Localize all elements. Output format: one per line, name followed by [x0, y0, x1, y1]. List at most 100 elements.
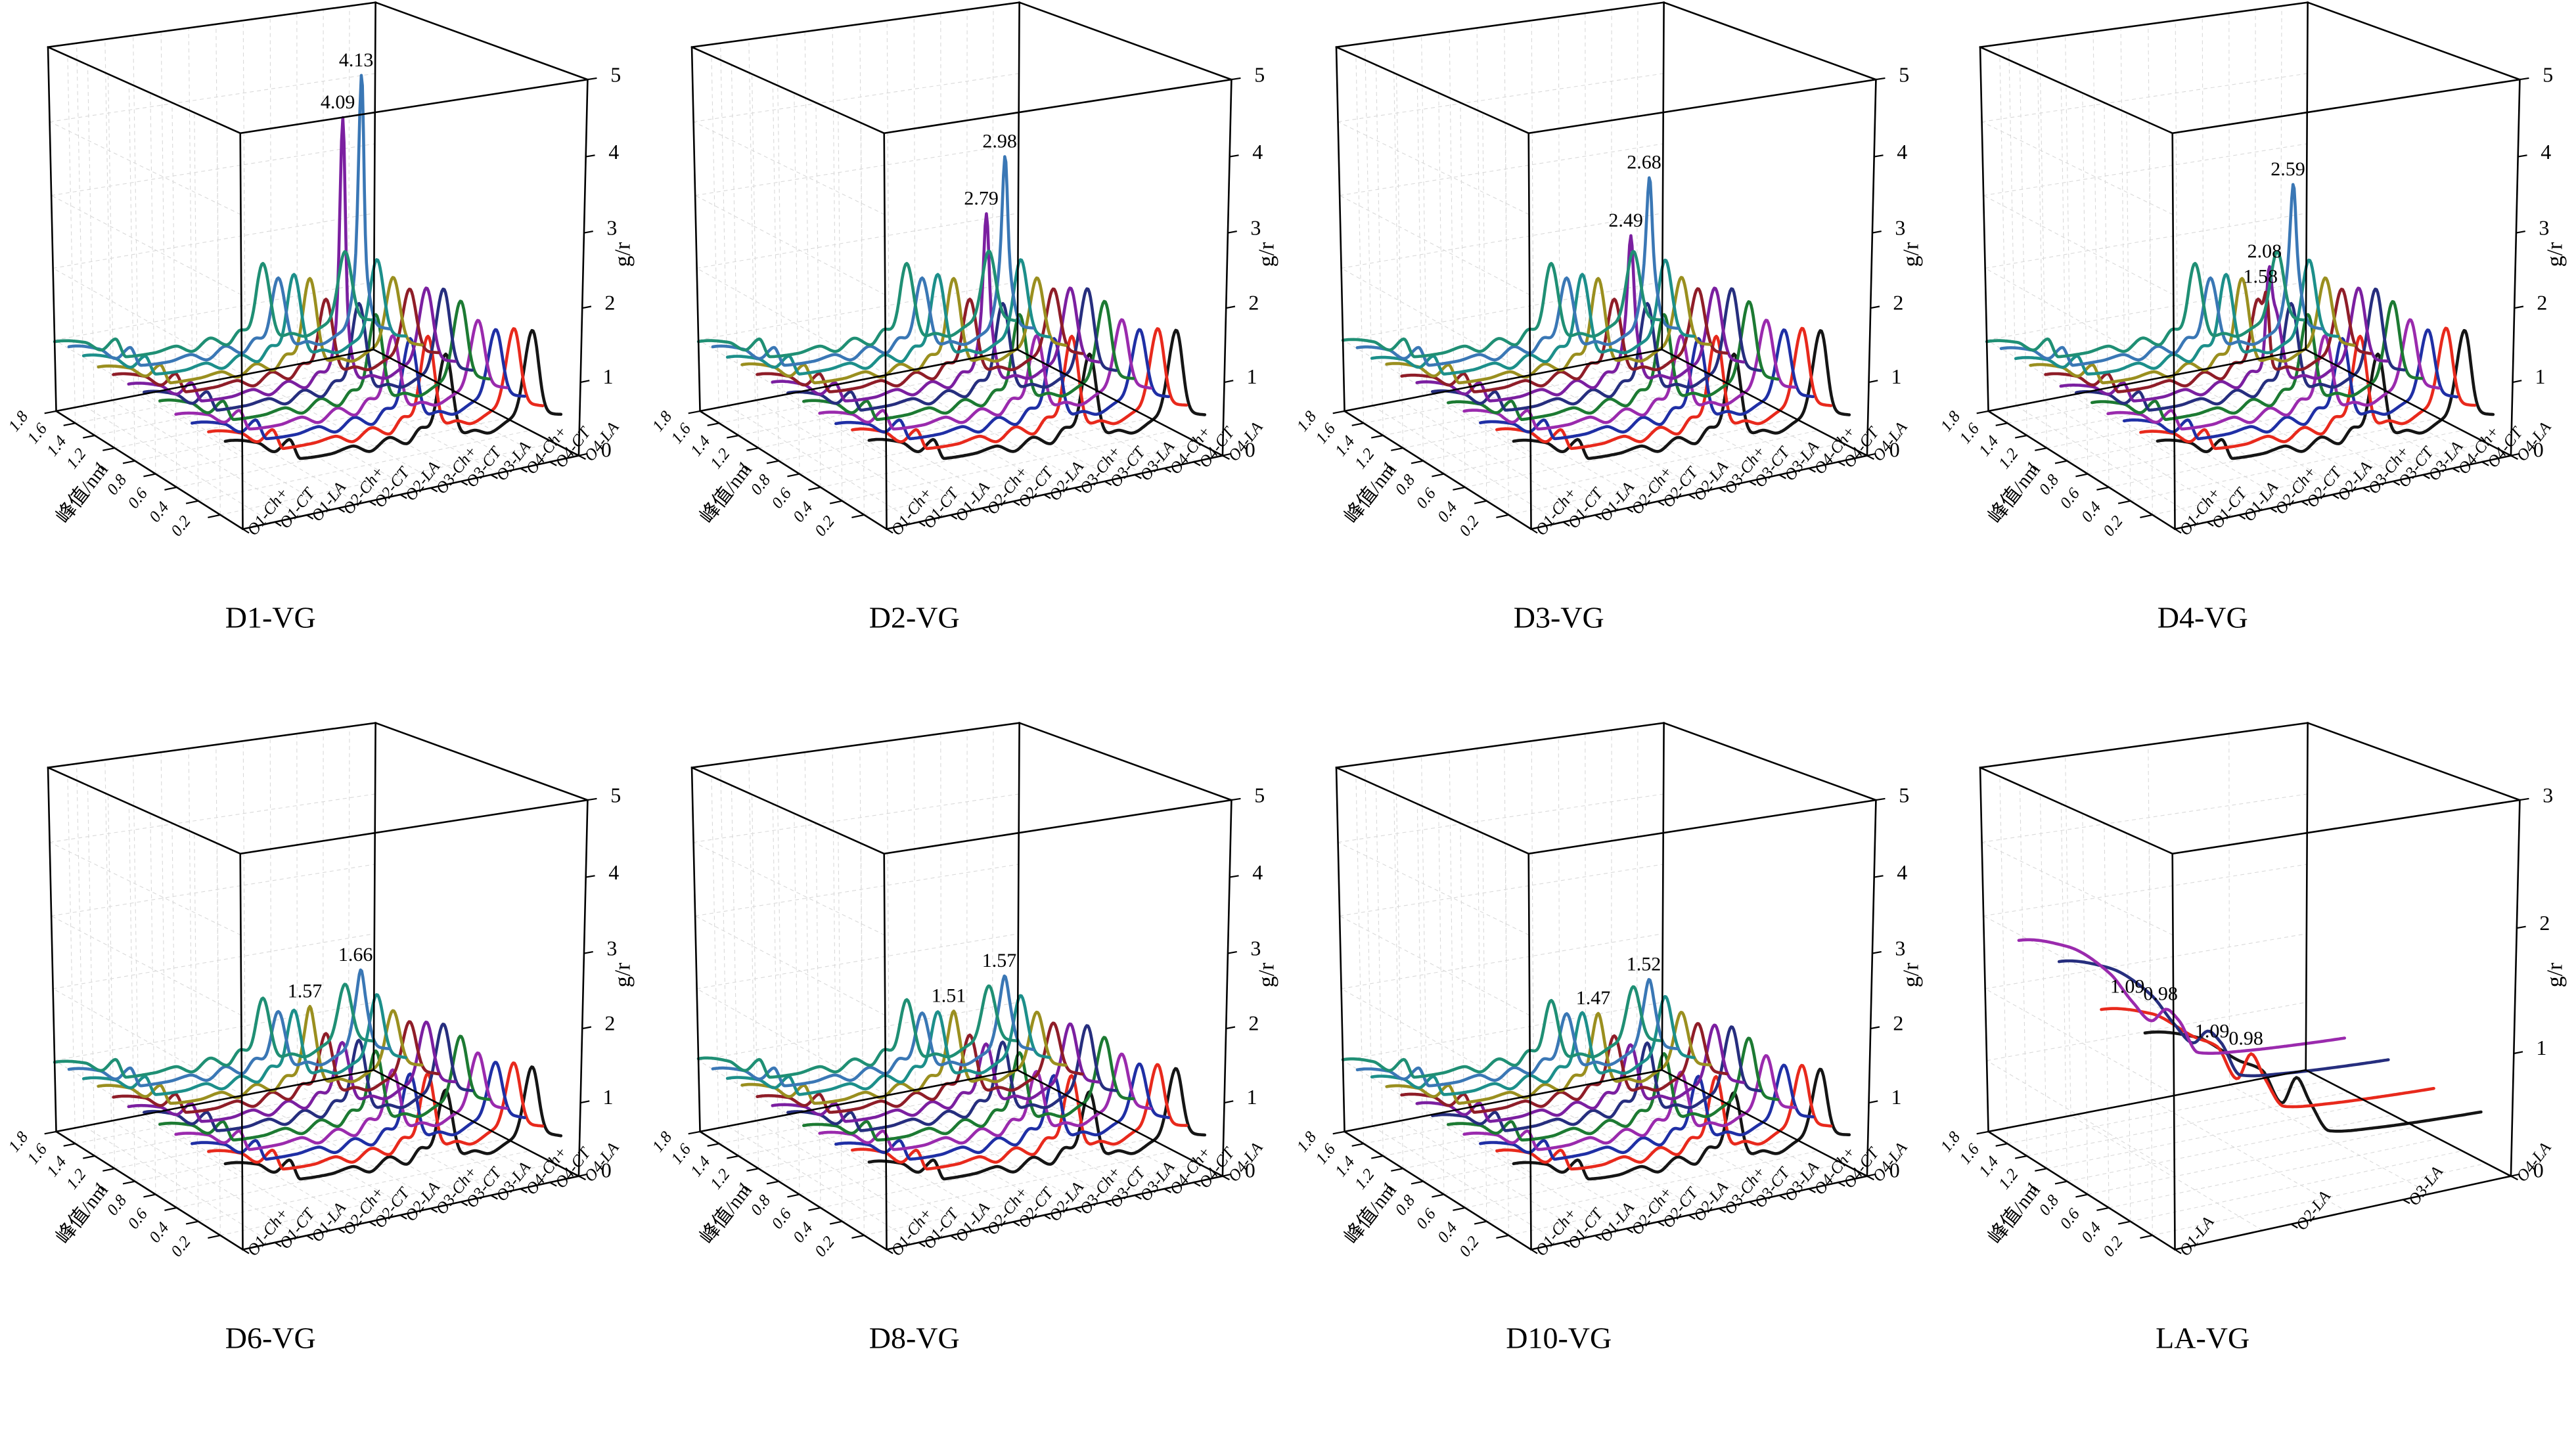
svg-text:1: 1 — [1891, 1085, 1901, 1109]
svg-text:0.2: 0.2 — [1456, 512, 1483, 539]
svg-text:0.4: 0.4 — [1434, 499, 1461, 525]
svg-text:3: 3 — [2542, 784, 2553, 807]
svg-text:1.58: 1.58 — [2243, 266, 2278, 288]
svg-text:1: 1 — [1247, 365, 1257, 388]
svg-text:D1-VG: D1-VG — [225, 601, 316, 634]
svg-text:0: 0 — [601, 1158, 612, 1182]
svg-text:5: 5 — [610, 784, 621, 807]
svg-text:1.6: 1.6 — [24, 420, 51, 447]
svg-text:1: 1 — [2535, 365, 2545, 388]
svg-text:2: 2 — [604, 1011, 615, 1035]
svg-text:0.6: 0.6 — [769, 485, 796, 512]
svg-text:1.4: 1.4 — [1332, 433, 1359, 460]
svg-text:5: 5 — [1899, 63, 1909, 87]
svg-text:g/r: g/r — [1255, 962, 1279, 987]
svg-text:2.08: 2.08 — [2247, 240, 2282, 262]
svg-text:1: 1 — [2536, 1036, 2546, 1059]
svg-text:0.2: 0.2 — [2100, 1233, 2127, 1260]
svg-text:峰值/nm: 峰值/nm — [52, 459, 112, 527]
svg-text:0.2: 0.2 — [168, 512, 194, 539]
svg-text:1.6: 1.6 — [1956, 1140, 1983, 1168]
svg-text:2: 2 — [2537, 291, 2547, 315]
svg-text:0.6: 0.6 — [1412, 485, 1439, 512]
svg-text:3: 3 — [606, 215, 617, 239]
svg-text:0.4: 0.4 — [146, 499, 173, 525]
svg-text:0.6: 0.6 — [769, 1205, 796, 1233]
svg-text:3: 3 — [2539, 215, 2549, 239]
svg-text:g/r: g/r — [2542, 962, 2567, 987]
svg-text:2.79: 2.79 — [964, 187, 999, 209]
svg-text:1.09: 1.09 — [2195, 1020, 2230, 1042]
svg-text:峰值/nm: 峰值/nm — [1984, 459, 2045, 527]
svg-text:0.4: 0.4 — [2078, 499, 2105, 525]
svg-text:1.66: 1.66 — [338, 944, 373, 965]
svg-text:D3-VG: D3-VG — [1513, 601, 1604, 634]
svg-text:0.6: 0.6 — [1412, 1205, 1439, 1233]
svg-text:5: 5 — [2542, 63, 2553, 87]
svg-text:2: 2 — [1249, 291, 1259, 315]
svg-text:2: 2 — [1893, 291, 1903, 315]
svg-text:D8-VG: D8-VG — [869, 1321, 960, 1355]
svg-text:峰值/nm: 峰值/nm — [52, 1180, 112, 1248]
svg-text:0.4: 0.4 — [146, 1219, 173, 1246]
svg-text:g/r: g/r — [611, 962, 635, 987]
svg-text:0: 0 — [601, 437, 612, 461]
svg-text:1.6: 1.6 — [668, 1140, 695, 1168]
svg-text:1: 1 — [603, 365, 614, 388]
svg-text:1.51: 1.51 — [932, 985, 966, 1006]
svg-text:0.2: 0.2 — [811, 512, 838, 539]
svg-text:g/r: g/r — [1899, 242, 1923, 267]
svg-text:峰值/nm: 峰值/nm — [1340, 459, 1401, 527]
svg-text:1.4: 1.4 — [43, 1153, 70, 1180]
svg-text:0: 0 — [1889, 437, 1899, 461]
svg-text:1.57: 1.57 — [288, 980, 323, 1002]
svg-text:0.4: 0.4 — [1434, 1219, 1461, 1246]
svg-text:0: 0 — [1245, 1158, 1255, 1182]
svg-text:1.4: 1.4 — [43, 433, 70, 460]
svg-text:1.57: 1.57 — [982, 950, 1017, 971]
svg-text:1: 1 — [1891, 365, 1901, 388]
svg-text:0.4: 0.4 — [2078, 1219, 2105, 1246]
svg-text:g/r: g/r — [2542, 242, 2567, 267]
svg-text:1.2: 1.2 — [1351, 445, 1378, 472]
svg-text:0.2: 0.2 — [2100, 512, 2127, 539]
svg-text:1.2: 1.2 — [1995, 1166, 2022, 1193]
svg-text:1.47: 1.47 — [1575, 987, 1610, 1009]
svg-text:4: 4 — [608, 860, 619, 884]
svg-text:1.6: 1.6 — [668, 420, 695, 447]
svg-text:1: 1 — [1247, 1085, 1257, 1109]
svg-text:1.09: 1.09 — [2110, 976, 2145, 998]
svg-text:2: 2 — [2539, 911, 2550, 935]
svg-text:0.2: 0.2 — [811, 1233, 838, 1260]
svg-text:1.52: 1.52 — [1626, 953, 1661, 975]
svg-text:1.6: 1.6 — [1312, 420, 1339, 447]
svg-text:O1-LA: O1-LA — [2176, 1213, 2218, 1260]
svg-text:D6-VG: D6-VG — [225, 1321, 316, 1355]
svg-text:4: 4 — [1252, 860, 1263, 884]
svg-text:1.2: 1.2 — [707, 445, 734, 472]
svg-text:5: 5 — [1254, 63, 1265, 87]
svg-text:3: 3 — [1251, 215, 1261, 239]
svg-text:g/r: g/r — [611, 242, 635, 267]
svg-text:3: 3 — [1895, 936, 1905, 960]
svg-text:0: 0 — [1889, 1158, 1899, 1182]
svg-text:5: 5 — [1254, 784, 1265, 807]
svg-text:4.13: 4.13 — [339, 49, 374, 71]
svg-text:1.2: 1.2 — [1351, 1166, 1378, 1193]
svg-text:0.2: 0.2 — [168, 1233, 194, 1260]
svg-text:5: 5 — [610, 63, 621, 87]
svg-text:0: 0 — [2533, 1158, 2543, 1182]
svg-text:1.2: 1.2 — [63, 1166, 90, 1193]
svg-text:4: 4 — [1897, 860, 1907, 884]
svg-text:2: 2 — [604, 291, 615, 315]
svg-text:峰值/nm: 峰值/nm — [696, 459, 757, 527]
svg-text:5: 5 — [1899, 784, 1909, 807]
svg-text:D2-VG: D2-VG — [869, 601, 960, 634]
svg-text:峰值/nm: 峰值/nm — [696, 1180, 757, 1248]
svg-text:D4-VG: D4-VG — [2157, 601, 2248, 634]
svg-text:4.09: 4.09 — [321, 91, 355, 113]
svg-text:4: 4 — [1897, 140, 1907, 164]
svg-text:1.4: 1.4 — [687, 1153, 714, 1180]
svg-text:0.6: 0.6 — [2056, 485, 2083, 512]
svg-text:2.59: 2.59 — [2271, 158, 2305, 180]
